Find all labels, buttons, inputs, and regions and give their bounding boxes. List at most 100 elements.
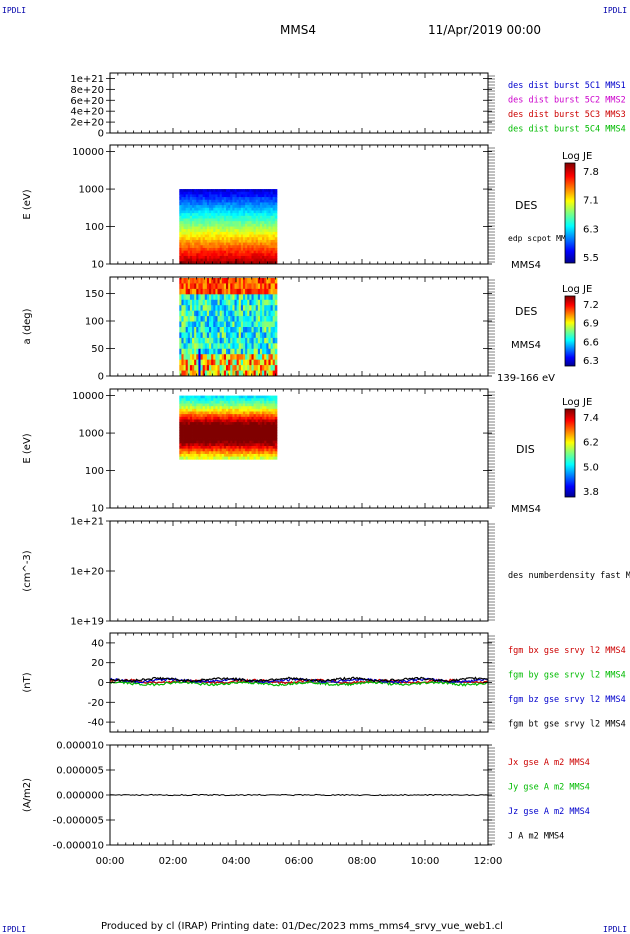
heatmap-cell bbox=[247, 223, 250, 227]
heatmap-cell bbox=[245, 237, 248, 241]
heatmap-cell bbox=[257, 416, 261, 420]
heatmap-cell bbox=[181, 456, 184, 460]
heatmap-cell bbox=[200, 440, 204, 444]
heatmap-cell bbox=[236, 215, 240, 219]
heatmap-cell bbox=[202, 213, 206, 217]
heatmap-cell bbox=[189, 321, 193, 328]
heatmap-cell bbox=[204, 237, 208, 241]
heatmap-cell bbox=[209, 310, 212, 317]
heatmap-cell bbox=[204, 213, 208, 217]
heatmap-cell bbox=[211, 327, 214, 333]
heatmap-cell bbox=[204, 327, 208, 333]
heatmap-cell bbox=[232, 403, 235, 407]
heatmap-cell bbox=[240, 223, 244, 227]
heatmap-cell bbox=[253, 427, 257, 431]
heatmap-cell bbox=[230, 221, 233, 225]
heatmap-cell bbox=[200, 250, 204, 254]
heatmap-cell bbox=[215, 205, 218, 209]
heatmap-cell bbox=[213, 448, 216, 452]
heatmap-cell bbox=[272, 400, 276, 404]
heatmap-cell bbox=[219, 395, 223, 399]
heatmap-cell bbox=[240, 247, 244, 252]
heatmap-cell bbox=[183, 435, 187, 439]
heatmap-cell bbox=[200, 398, 204, 402]
heatmap-cell bbox=[247, 416, 250, 420]
heatmap-cell bbox=[236, 316, 240, 322]
heatmap-cell bbox=[226, 210, 229, 214]
heatmap-cell bbox=[183, 245, 187, 249]
heatmap-cell bbox=[217, 210, 221, 214]
heatmap-cell bbox=[266, 411, 269, 415]
heatmap-cell bbox=[213, 427, 216, 431]
heatmap-cell bbox=[206, 435, 210, 439]
heatmap-cell bbox=[245, 221, 248, 225]
heatmap-cell bbox=[215, 432, 218, 436]
heatmap-cell bbox=[185, 210, 189, 214]
heatmap-cell bbox=[219, 316, 223, 322]
heatmap-cell bbox=[194, 199, 197, 203]
heatmap-cell bbox=[217, 343, 221, 350]
heatmap-cell bbox=[194, 440, 197, 444]
heatmap-cell bbox=[247, 348, 250, 355]
heatmap-cell bbox=[209, 337, 212, 344]
heatmap-cell bbox=[259, 278, 263, 284]
heatmap-cell bbox=[242, 234, 246, 238]
heatmap-cell bbox=[183, 395, 187, 399]
heatmap-cell bbox=[257, 197, 261, 201]
heatmap-cell bbox=[230, 210, 233, 214]
heatmap-cell bbox=[202, 234, 206, 238]
heatmap-cell bbox=[200, 316, 204, 322]
heatmap-cell bbox=[270, 218, 274, 222]
heatmap-cell bbox=[200, 365, 204, 371]
heatmap-cell bbox=[268, 370, 271, 377]
heatmap-cell bbox=[238, 354, 242, 361]
heatmap-cell bbox=[228, 253, 231, 257]
heatmap-cell bbox=[219, 299, 223, 306]
heatmap-cell bbox=[253, 398, 257, 402]
heatmap-cell bbox=[249, 359, 252, 366]
colorbar-title: Log JE bbox=[562, 284, 592, 295]
heatmap-cell bbox=[268, 194, 271, 198]
heatmap-cell bbox=[209, 213, 212, 217]
heatmap-cell bbox=[196, 223, 199, 227]
heatmap-cell bbox=[181, 432, 184, 436]
heatmap-cell bbox=[228, 255, 231, 260]
heatmap-cell bbox=[179, 321, 182, 328]
heatmap-cell bbox=[253, 189, 257, 193]
heatmap-cell bbox=[245, 427, 248, 431]
heatmap-cell bbox=[236, 197, 240, 201]
heatmap-cell bbox=[217, 253, 221, 257]
heatmap-cell bbox=[185, 348, 189, 355]
heatmap-cell bbox=[259, 258, 263, 262]
heatmap-cell bbox=[183, 305, 187, 312]
heatmap-cell bbox=[185, 424, 189, 428]
heatmap-cell bbox=[189, 231, 193, 235]
heatmap-cell bbox=[255, 435, 259, 439]
heatmap-cell bbox=[230, 398, 233, 402]
heatmap-cell bbox=[245, 400, 248, 404]
heatmap-cell bbox=[270, 202, 274, 206]
heatmap-cell bbox=[232, 210, 235, 214]
heatmap-cell bbox=[245, 255, 248, 260]
heatmap-cell bbox=[272, 359, 276, 366]
heatmap-cell bbox=[253, 278, 257, 284]
heatmap-cell bbox=[219, 239, 223, 243]
heatmap-cell bbox=[245, 299, 248, 306]
heatmap-cell bbox=[247, 253, 250, 257]
heatmap-cell bbox=[268, 440, 271, 444]
heatmap-cell bbox=[198, 398, 201, 402]
heatmap-cell bbox=[270, 332, 274, 339]
heatmap-cell bbox=[185, 321, 189, 328]
heatmap-cell bbox=[266, 197, 269, 201]
heatmap-cell bbox=[242, 288, 246, 295]
heatmap-cell bbox=[194, 359, 197, 366]
heatmap-cell bbox=[192, 226, 195, 230]
heatmap-cell bbox=[189, 197, 193, 201]
legend-entry: des numberdensity fast M bbox=[508, 571, 630, 581]
heatmap-cell bbox=[189, 223, 193, 227]
heatmap-cell bbox=[221, 445, 225, 450]
heatmap-cell bbox=[223, 435, 227, 439]
heatmap-cell bbox=[226, 191, 229, 195]
heatmap-cell bbox=[264, 239, 267, 243]
heatmap-cell bbox=[206, 191, 210, 195]
